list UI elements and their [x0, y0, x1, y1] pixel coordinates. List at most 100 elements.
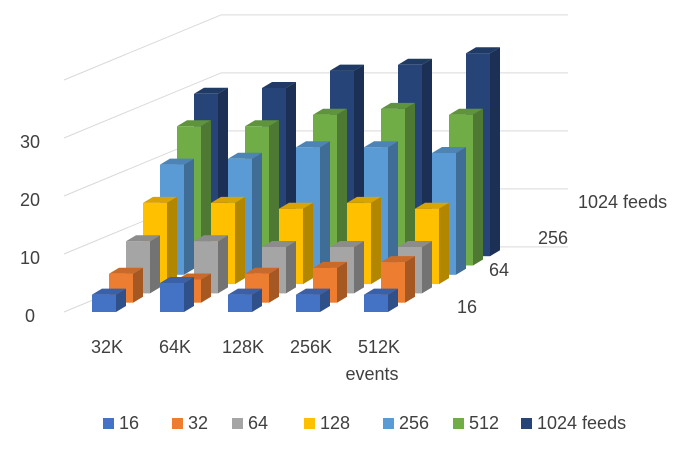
bar-top	[398, 241, 432, 247]
bar-top	[364, 141, 398, 148]
legend-item: 128	[304, 413, 350, 433]
y-tick-label: 30	[20, 132, 40, 152]
legend-item: 64	[232, 413, 268, 433]
bar-side	[388, 288, 398, 312]
legend-item: 1024 feeds	[521, 413, 626, 433]
bar-side	[456, 147, 466, 275]
bar-side	[235, 196, 245, 285]
bar-top	[381, 256, 415, 263]
y-tick-label: 0	[25, 306, 35, 326]
bar-top	[160, 158, 194, 165]
bar-front	[296, 294, 320, 312]
legend-swatch	[103, 418, 114, 429]
bar-top	[160, 277, 194, 283]
legend-label: 256	[399, 413, 429, 433]
bar-top	[466, 47, 500, 54]
bar	[160, 277, 194, 312]
bar-side	[371, 196, 381, 285]
bar-top	[143, 196, 177, 203]
depth-axis-label: 64	[489, 260, 509, 280]
bar-top	[245, 120, 279, 127]
bar-top	[381, 102, 415, 109]
bar-top	[211, 196, 245, 203]
bar-top	[432, 147, 466, 153]
depth-axis-label: 1024 feeds	[578, 192, 667, 212]
legend-label: 32	[188, 413, 208, 433]
bar-top	[313, 261, 347, 268]
legend-item: 16	[103, 413, 139, 433]
bar-side	[405, 102, 415, 266]
bar-top	[92, 288, 126, 295]
bar-side	[354, 241, 364, 294]
bar-side	[269, 120, 279, 266]
legend-item: 32	[172, 413, 208, 433]
bar-front	[160, 283, 184, 312]
legend-swatch	[304, 418, 315, 429]
bar-top	[313, 108, 347, 115]
bar-top	[279, 202, 313, 209]
bar-side	[320, 288, 330, 312]
bar-top	[296, 141, 330, 148]
legend-swatch	[232, 418, 243, 429]
axis-labels: 0 10 20 30 32K 64K 128K 256K 512K events 16 64 256 10…	[20, 132, 667, 384]
bar-top	[364, 288, 398, 295]
legend-label: 16	[119, 413, 139, 433]
bar-side	[201, 273, 211, 303]
bar-side	[405, 256, 415, 303]
bar-top	[449, 108, 483, 115]
bar-side	[252, 288, 262, 312]
bar-side	[286, 241, 296, 294]
bar-side	[473, 108, 483, 266]
y-tick-label: 20	[20, 190, 40, 210]
legend: 16 32 64 128 256 512 1024 feeds	[103, 413, 626, 433]
x-tick-label: 512K	[358, 337, 400, 357]
depth-axis-label: 16	[457, 297, 477, 317]
legend-label: 64	[248, 413, 268, 433]
bar-side	[218, 235, 228, 294]
bar-side	[439, 202, 449, 285]
bar-top	[398, 58, 432, 65]
bar-side	[388, 141, 398, 275]
bar-side	[337, 261, 347, 303]
bar-top	[296, 288, 330, 295]
bar	[296, 288, 330, 312]
bar-top	[415, 202, 449, 209]
y-tick-label: 10	[20, 248, 40, 268]
depth-axis-label: 256	[538, 228, 568, 248]
gridline-side	[63, 14, 222, 81]
legend-label: 128	[320, 413, 350, 433]
bar-top	[245, 267, 279, 274]
bar-top	[347, 196, 381, 203]
bar-front	[364, 294, 388, 312]
legend-swatch	[453, 418, 464, 429]
bar-side	[167, 196, 177, 285]
bar-side	[337, 108, 347, 266]
legend-item: 512	[453, 413, 499, 433]
bar-top	[262, 241, 296, 247]
legend-swatch	[521, 418, 532, 429]
bar-top	[126, 235, 160, 242]
bar-side	[201, 120, 211, 266]
bar	[364, 288, 398, 312]
bar-top	[228, 288, 262, 295]
bar-side	[422, 241, 432, 294]
bar-side	[303, 202, 313, 285]
x-tick-label: 32K	[91, 337, 123, 357]
bar	[228, 288, 262, 312]
bar-top	[194, 87, 228, 94]
bar-side	[252, 152, 262, 275]
bar	[92, 288, 126, 312]
bar	[109, 267, 143, 303]
bar-side	[133, 267, 143, 303]
bar-side	[184, 277, 194, 312]
legend-swatch	[383, 418, 394, 429]
bar-side	[150, 235, 160, 294]
bar-side	[269, 267, 279, 303]
bar-top	[262, 82, 296, 88]
bar-side	[184, 158, 194, 275]
bar-top	[177, 120, 211, 127]
x-tick-label: 64K	[159, 337, 191, 357]
bar-top	[330, 64, 364, 71]
bar-front	[92, 294, 116, 312]
